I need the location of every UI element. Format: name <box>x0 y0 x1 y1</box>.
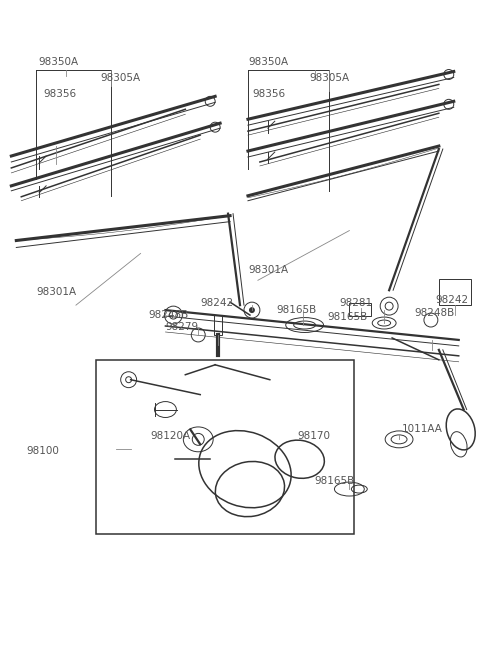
Text: 98120A: 98120A <box>151 432 191 442</box>
Text: 1011AA: 1011AA <box>402 424 443 434</box>
Text: 98248B: 98248B <box>414 308 454 318</box>
Text: 98305A: 98305A <box>101 74 141 83</box>
Text: 98279: 98279 <box>166 322 199 332</box>
Text: 98356: 98356 <box>43 89 76 99</box>
Bar <box>349 303 371 316</box>
Text: 98242: 98242 <box>436 295 469 306</box>
Text: 98350A: 98350A <box>38 57 78 66</box>
Bar <box>214 315 222 335</box>
Text: 98350A: 98350A <box>248 57 288 66</box>
Text: 98100: 98100 <box>26 446 59 457</box>
Circle shape <box>249 307 255 313</box>
Text: 98305A: 98305A <box>310 74 350 83</box>
Bar <box>96 360 354 533</box>
Text: 98165B: 98165B <box>314 476 355 486</box>
Text: 98248B: 98248B <box>148 310 189 320</box>
Text: 98165B: 98165B <box>327 312 368 322</box>
Text: 98170: 98170 <box>298 432 331 442</box>
Bar <box>439 279 471 305</box>
Text: 98165B: 98165B <box>277 305 317 315</box>
Text: 98242: 98242 <box>200 298 233 308</box>
Text: 98356: 98356 <box>252 89 285 99</box>
Text: 98281: 98281 <box>339 298 372 308</box>
Text: 98301A: 98301A <box>248 265 288 275</box>
Text: 98301A: 98301A <box>36 287 76 297</box>
